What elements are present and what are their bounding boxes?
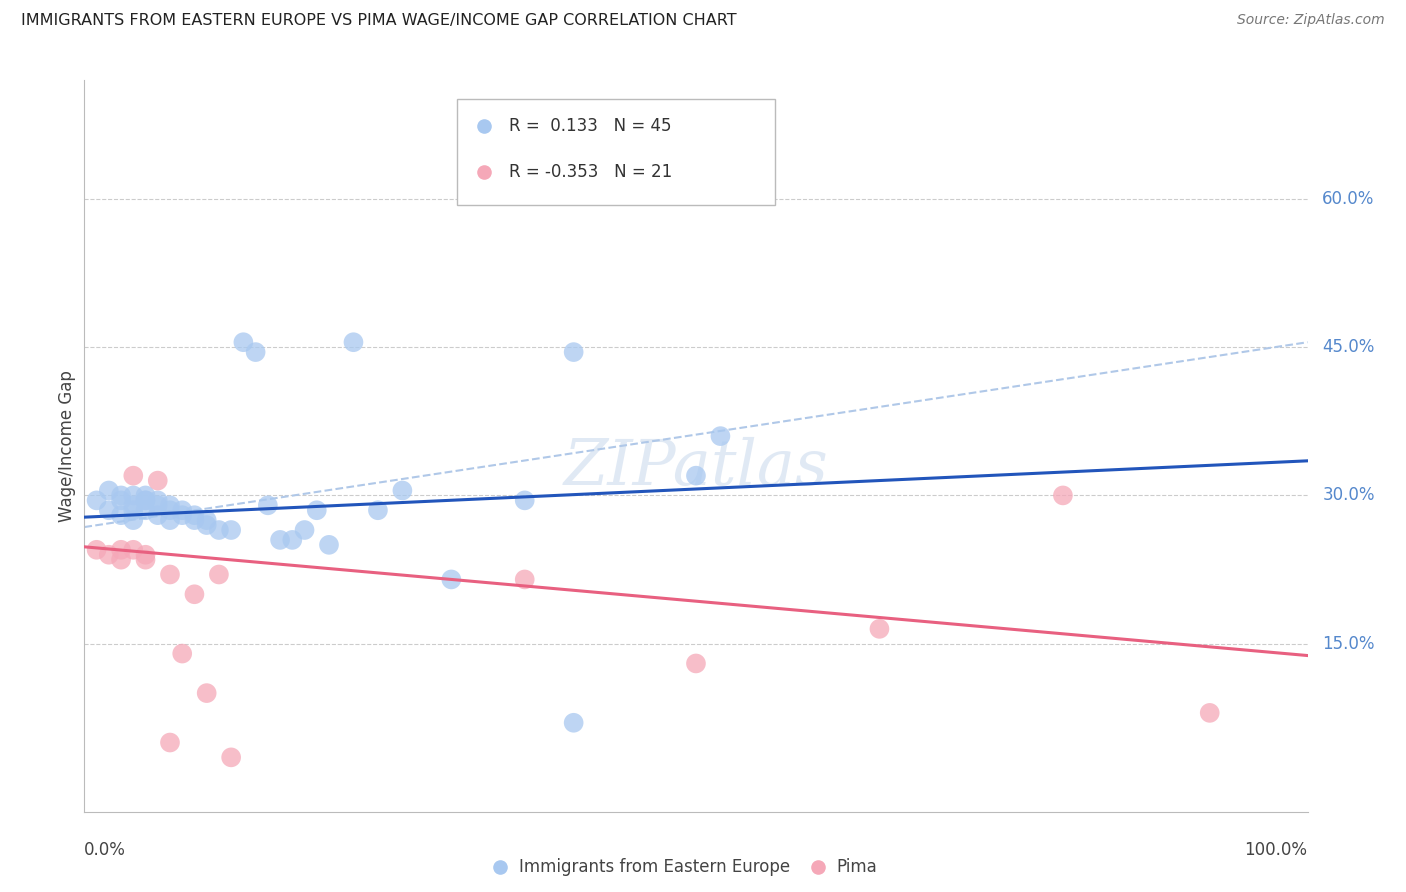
Point — [183, 508, 205, 523]
Point — [219, 750, 242, 764]
Point — [245, 345, 267, 359]
Point — [146, 508, 169, 523]
Point — [97, 483, 120, 498]
Point — [208, 523, 231, 537]
Point — [110, 493, 132, 508]
Text: Source: ZipAtlas.com: Source: ZipAtlas.com — [1237, 13, 1385, 28]
Point — [172, 508, 194, 523]
Point — [183, 513, 205, 527]
Point — [97, 548, 120, 562]
Point — [86, 493, 108, 508]
Text: 60.0%: 60.0% — [1322, 190, 1375, 208]
Text: R = -0.353   N = 21: R = -0.353 N = 21 — [509, 162, 672, 181]
Point — [232, 335, 254, 350]
Point — [342, 335, 364, 350]
Point — [122, 542, 145, 557]
Point — [305, 503, 328, 517]
Point — [86, 542, 108, 557]
Point — [869, 622, 891, 636]
Text: R =  0.133   N = 45: R = 0.133 N = 45 — [509, 118, 671, 136]
Text: 0.0%: 0.0% — [84, 841, 127, 859]
Point — [513, 493, 536, 508]
Point — [159, 567, 181, 582]
Point — [562, 345, 585, 359]
Point — [97, 503, 120, 517]
Point — [146, 498, 169, 512]
Point — [685, 657, 707, 671]
Point — [367, 503, 389, 517]
Point — [391, 483, 413, 498]
Point — [489, 859, 512, 873]
Point — [195, 513, 218, 527]
FancyBboxPatch shape — [457, 99, 776, 204]
Point — [122, 488, 145, 502]
Text: 45.0%: 45.0% — [1322, 338, 1375, 356]
Text: 100.0%: 100.0% — [1244, 841, 1308, 859]
Point — [135, 552, 157, 566]
Point — [135, 493, 157, 508]
Point — [294, 523, 316, 537]
Point — [709, 429, 731, 443]
Point — [208, 567, 231, 582]
Point — [122, 468, 145, 483]
Point — [110, 508, 132, 523]
Y-axis label: Wage/Income Gap: Wage/Income Gap — [58, 370, 76, 522]
Point — [513, 573, 536, 587]
Point — [159, 498, 181, 512]
Point — [318, 538, 340, 552]
Text: ZIPatlas: ZIPatlas — [564, 437, 828, 499]
Point — [110, 488, 132, 502]
Point — [122, 503, 145, 517]
Point — [110, 542, 132, 557]
Point — [110, 552, 132, 566]
Point — [172, 503, 194, 517]
Point — [685, 468, 707, 483]
Point — [219, 523, 242, 537]
Point — [807, 859, 830, 873]
Point — [183, 587, 205, 601]
Point — [269, 533, 291, 547]
Point — [562, 715, 585, 730]
Point — [281, 533, 304, 547]
Point — [135, 493, 157, 508]
Point — [1052, 488, 1074, 502]
Point — [135, 488, 157, 502]
Point — [135, 548, 157, 562]
Point — [172, 647, 194, 661]
Point — [1198, 706, 1220, 720]
Point — [146, 474, 169, 488]
Text: Immigrants from Eastern Europe: Immigrants from Eastern Europe — [519, 857, 790, 876]
Text: 15.0%: 15.0% — [1322, 635, 1375, 653]
Point — [195, 686, 218, 700]
Text: IMMIGRANTS FROM EASTERN EUROPE VS PIMA WAGE/INCOME GAP CORRELATION CHART: IMMIGRANTS FROM EASTERN EUROPE VS PIMA W… — [21, 13, 737, 29]
Point — [146, 493, 169, 508]
Text: Pima: Pima — [837, 857, 877, 876]
Point — [195, 518, 218, 533]
Point — [440, 573, 463, 587]
Point — [135, 503, 157, 517]
Point — [122, 513, 145, 527]
Point — [257, 498, 280, 512]
Point — [159, 503, 181, 517]
Point — [159, 513, 181, 527]
Text: 30.0%: 30.0% — [1322, 486, 1375, 504]
Point — [122, 498, 145, 512]
Point — [159, 735, 181, 749]
